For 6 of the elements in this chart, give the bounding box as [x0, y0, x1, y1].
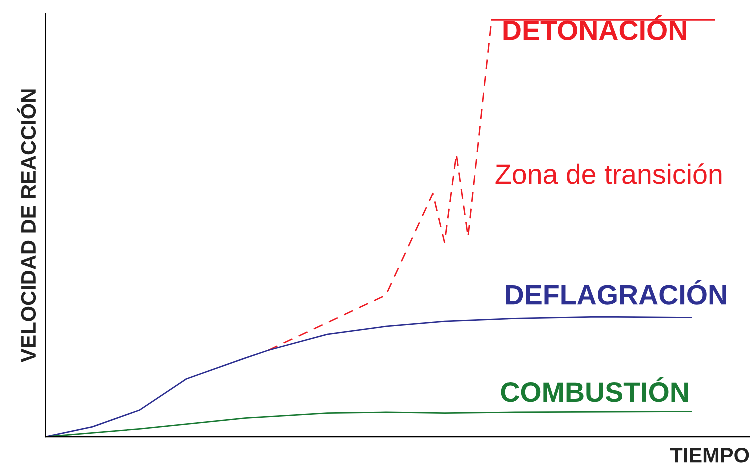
y-axis-title: VELOCIDAD DE REACCIÓN	[17, 90, 36, 363]
series-label: DEFLAGRACIÓN	[506, 280, 726, 305]
series-label: Zona de transición	[496, 164, 722, 184]
series-label: COMBUSTIÓN	[501, 377, 688, 402]
x-axis-title: TIEMPO	[670, 448, 750, 463]
series-label: DETONACIÓN	[504, 16, 686, 40]
